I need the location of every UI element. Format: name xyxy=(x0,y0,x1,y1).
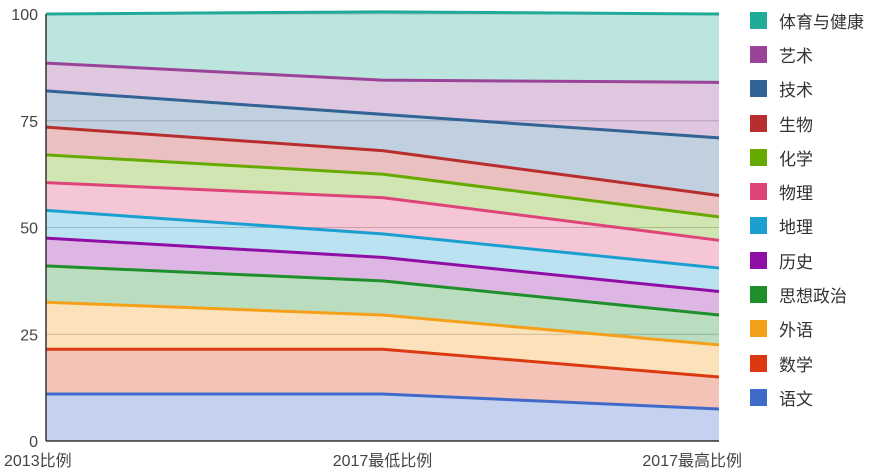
line-历史 xyxy=(45,236,720,294)
line-化学 xyxy=(45,153,720,219)
legend-label: 物理 xyxy=(779,184,813,204)
legend-label: 艺术 xyxy=(779,46,813,66)
legend-swatch xyxy=(750,114,767,132)
legend-label: 化学 xyxy=(779,149,813,169)
line-艺术 xyxy=(45,61,720,84)
area-语文 xyxy=(46,394,719,441)
legend-swatch xyxy=(750,183,767,201)
line-数学 xyxy=(46,347,720,379)
legend-swatch xyxy=(750,251,767,269)
line-地理 xyxy=(45,208,720,270)
series-lines xyxy=(45,10,720,411)
legend-swatch xyxy=(750,286,767,304)
stacked-area-chart: 0 25 50 75 100 2013比例 2017最低比例 2017最高比例 xyxy=(4,7,742,470)
area-地理 xyxy=(46,210,719,292)
area-物理 xyxy=(46,182,719,269)
legend-item: 艺术 xyxy=(750,37,864,71)
x-tick-label: 2017最低比例 xyxy=(333,452,433,470)
y-tick-label: 100 xyxy=(11,7,38,24)
y-tick-label: 25 xyxy=(20,327,38,344)
legend-swatch xyxy=(750,80,767,98)
line-语文 xyxy=(46,392,720,411)
line-生物 xyxy=(45,125,720,197)
line-技术 xyxy=(45,89,720,140)
legend-label: 外语 xyxy=(779,321,813,341)
area-思想政治 xyxy=(46,265,719,345)
y-tick-labels: 0 25 50 75 100 xyxy=(11,7,38,451)
area-技术 xyxy=(46,90,719,196)
area-历史 xyxy=(46,238,719,316)
legend-item: 外语 xyxy=(750,312,864,346)
x-tick-labels: 2013比例 2017最低比例 2017最高比例 xyxy=(4,452,742,470)
legend-item: 生物 xyxy=(750,106,864,140)
legend-item: 化学 xyxy=(750,140,864,174)
legend-label: 地理 xyxy=(779,218,813,238)
area-外语 xyxy=(46,302,719,377)
legend: 体育与健康艺术技术生物化学物理地理历史思想政治外语数学语文 xyxy=(750,3,864,415)
legend-item: 历史 xyxy=(750,243,864,277)
line-物理 xyxy=(45,181,720,242)
line-外语 xyxy=(45,300,720,347)
legend-label: 历史 xyxy=(779,252,813,272)
legend-label: 生物 xyxy=(779,115,813,135)
legend-swatch xyxy=(750,388,767,406)
line-思想政治 xyxy=(45,264,720,317)
legend-label: 技术 xyxy=(779,81,813,101)
legend-swatch xyxy=(750,354,767,372)
y-tick-label: 75 xyxy=(20,114,38,131)
y-tick-label: 0 xyxy=(29,434,38,451)
legend-item: 语文 xyxy=(750,380,864,414)
y-tick-label: 50 xyxy=(20,221,38,238)
legend-label: 思想政治 xyxy=(779,287,847,307)
legend-item: 物理 xyxy=(750,174,864,208)
legend-item: 数学 xyxy=(750,346,864,380)
legend-swatch xyxy=(750,11,767,29)
legend-swatch xyxy=(750,45,767,63)
legend-label: 数学 xyxy=(779,355,813,375)
legend-item: 技术 xyxy=(750,72,864,106)
legend-label: 语文 xyxy=(779,389,813,409)
x-tick-label: 2013比例 xyxy=(4,452,72,470)
legend-swatch xyxy=(750,320,767,338)
axes xyxy=(45,14,719,442)
legend-swatch xyxy=(750,217,767,235)
legend-label: 体育与健康 xyxy=(779,12,864,32)
legend-item: 地理 xyxy=(750,209,864,243)
legend-item: 思想政治 xyxy=(750,277,864,311)
area-体育与健康 xyxy=(46,11,719,83)
line-体育与健康 xyxy=(45,10,720,16)
legend-swatch xyxy=(750,148,767,166)
legend-item: 体育与健康 xyxy=(750,3,864,37)
x-tick-label: 2017最高比例 xyxy=(642,452,742,470)
